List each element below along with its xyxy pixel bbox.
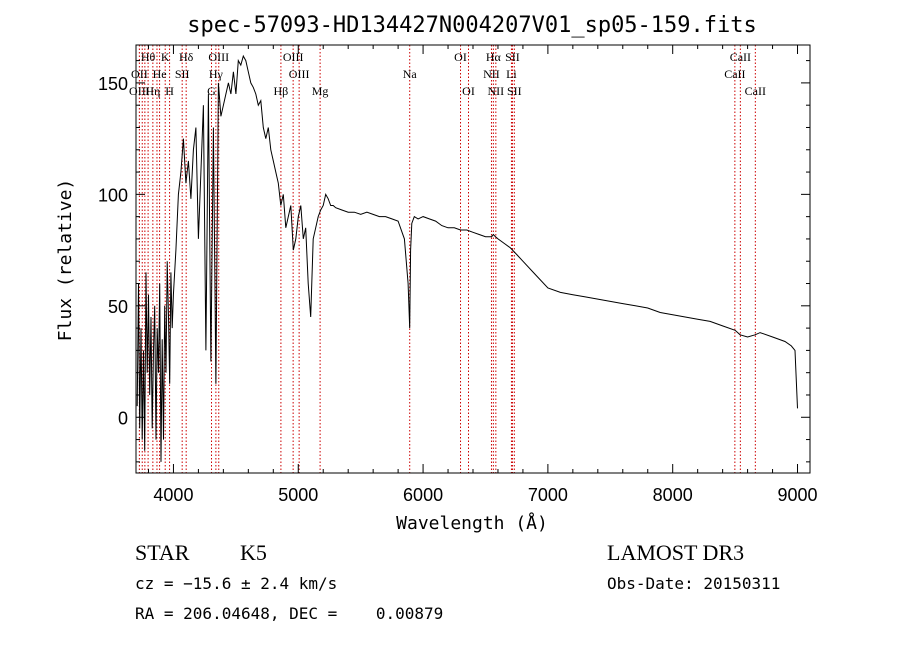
y-axis: 0 50 100 150 [98,60,810,463]
spectral-line-label: H [165,84,174,98]
y-tick-label: 150 [98,74,128,94]
spectral-line-label: Hδ [179,50,194,64]
x-tick-label: 8000 [653,485,693,505]
spectral-line-label: OIII [129,84,150,98]
x-tick-label: 9000 [777,485,817,505]
spectral-line-label: Mg [312,84,329,98]
y-tick-label: 50 [108,297,128,317]
spectral-line-label: Hη [145,84,160,98]
spectral-line-label: SII [175,67,190,81]
spectral-line-label: Na [403,67,418,81]
spectral-line-label: Hα [486,50,502,64]
chart-title: spec-57093-HD134427N004207V01_sp05-159.f… [187,13,757,38]
survey-name: LAMOST DR3 [607,540,745,565]
x-tick-label: 4000 [153,485,193,505]
spectral-line-label: OIII [208,50,229,64]
object-class: STAR [135,540,190,565]
spectral-line-label: SII [505,50,520,64]
x-tick-label: 6000 [403,485,443,505]
spectral-line-label: OI [454,50,467,64]
spectral-line-label: NII [488,84,505,98]
y-tick-label: 100 [98,185,128,205]
x-tick-label: 5000 [278,485,318,505]
spectral-line-label: SII [507,84,522,98]
spectral-line-label: OIII [283,50,304,64]
spectral-line-label: OII [131,67,148,81]
spectral-line-label: CaII [724,67,745,81]
redshift-cz: cz = −15.6 ± 2.4 km/s [135,574,338,593]
spectral-line-label: Hθ [141,50,156,64]
subclass: K5 [240,540,267,565]
spectral-line-label: G [207,84,216,98]
line-markers [138,45,756,473]
plot-frame [135,44,811,474]
x-tick-label: 7000 [528,485,568,505]
spectrum-line [136,54,798,462]
spectral-line-label: OI [462,84,475,98]
spectral-line-label: He [153,67,167,81]
spectral-line-label: OIII [289,67,310,81]
obs-date: Obs-Date: 20150311 [607,574,781,593]
spectral-line-label: Hβ [274,84,289,98]
spectral-line-label: Li [506,67,517,81]
spectral-line-label: CaII [730,50,751,64]
ra-dec: RA = 206.04648, DEC = 0.00879 [135,604,444,623]
spectral-line-label: NII [483,67,500,81]
spectral-line-label: K [161,50,170,64]
spectral-line-label: Hγ [209,67,224,81]
x-axis-label: Wavelength (Å) [396,512,548,534]
x-axis: 4000 5000 6000 7000 8000 9000 [147,45,818,505]
y-axis-label: Flux (relative) [55,179,76,342]
y-tick-label: 0 [118,408,128,428]
spectral-line-label: CaII [745,84,766,98]
